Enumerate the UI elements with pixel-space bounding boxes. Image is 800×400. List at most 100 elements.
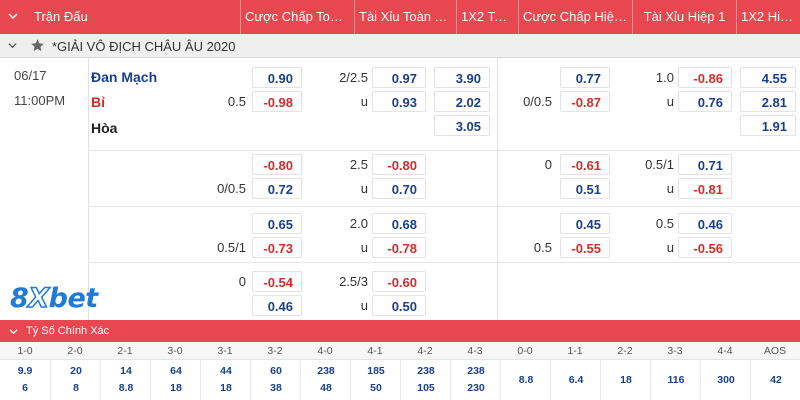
score-odds[interactable]: 6.4: [568, 374, 584, 386]
score-label: 4-4: [717, 345, 733, 357]
correct-score-title: Tỷ Số Chính Xác: [26, 325, 110, 337]
odds-cell[interactable]: -0.80: [372, 154, 426, 175]
hdp-line: 0/0.5: [523, 94, 552, 109]
odds-cell[interactable]: 0.45: [560, 213, 610, 234]
hdp-line: 0: [238, 274, 246, 289]
score-odds[interactable]: 238: [467, 365, 485, 377]
score-odds[interactable]: 9.9: [17, 365, 33, 377]
odds-cell[interactable]: 0.50: [372, 295, 426, 316]
score-odds[interactable]: 38: [270, 382, 282, 394]
odds-table: 06/17 11:00PM Đan Mạch Bỉ Hòa 0.90 2/2.5…: [0, 58, 800, 320]
ou-line: 2.5: [349, 157, 368, 172]
star-icon[interactable]: [30, 38, 45, 53]
score-odds[interactable]: 238: [317, 365, 335, 377]
score-odds[interactable]: 48: [320, 382, 332, 394]
score-odds[interactable]: 300: [717, 374, 735, 386]
odds-cell[interactable]: 0.70: [372, 178, 426, 199]
odds-cell[interactable]: 1.91: [740, 115, 796, 136]
odds-cell[interactable]: 0.68: [372, 213, 426, 234]
odds-cell[interactable]: 0.46: [252, 295, 302, 316]
score-odds[interactable]: 8.8: [518, 374, 534, 386]
score-column: 42: [750, 360, 800, 400]
odds-cell[interactable]: -0.60: [372, 271, 426, 292]
header-h1-overunder[interactable]: Tài Xỉu Hiệp 1: [632, 0, 736, 34]
odds-cell[interactable]: -0.98: [252, 91, 302, 112]
header-ft-overunder[interactable]: Tài Xỉu Toàn Trận: [354, 0, 456, 34]
header-ft-1x2[interactable]: 1X2 Toàn Trận: [456, 0, 518, 34]
ou-line: u: [666, 181, 674, 196]
odds-cell[interactable]: -0.61: [560, 154, 610, 175]
odds-cell[interactable]: 0.65: [252, 213, 302, 234]
odds-cell[interactable]: -0.80: [252, 154, 302, 175]
score-odds[interactable]: 20: [70, 365, 82, 377]
odds-cell[interactable]: -0.81: [678, 178, 732, 199]
odds-cell[interactable]: 0.77: [560, 67, 610, 88]
ou-line: u: [666, 94, 674, 109]
score-column: 9.9 6: [0, 360, 50, 400]
score-odds[interactable]: 60: [270, 365, 282, 377]
ou-line: 0.5/1: [645, 157, 674, 172]
odds-cell[interactable]: 0.72: [252, 178, 302, 199]
odds-cell[interactable]: 0.46: [678, 213, 732, 234]
score-odds[interactable]: 8: [73, 382, 79, 394]
score-odds[interactable]: 50: [370, 382, 382, 394]
score-label: 3-0: [167, 345, 183, 357]
odds-cell[interactable]: 2.81: [740, 91, 796, 112]
score-odds[interactable]: 44: [220, 365, 232, 377]
odds-cell[interactable]: -0.54: [252, 271, 302, 292]
odds-cell[interactable]: 0.71: [678, 154, 732, 175]
home-team[interactable]: Đan Mạch: [91, 69, 158, 85]
score-odds[interactable]: 64: [170, 365, 182, 377]
score-column: 238 105: [400, 360, 450, 400]
ou-line: 2/2.5: [339, 70, 368, 85]
league-row[interactable]: *GIẢI VÔ ĐỊCH CHÂU ÂU 2020: [0, 34, 800, 58]
correct-score-labels: 1-0 2-0 2-1 3-0 3-1 3-2 4-0 4-1 4-2 4-3 …: [0, 342, 800, 360]
odds-cell[interactable]: -0.73: [252, 237, 302, 258]
odds-cell[interactable]: -0.78: [372, 237, 426, 258]
ou-line: 0.5: [655, 216, 674, 231]
chevron-down-icon[interactable]: [8, 11, 18, 21]
chevron-down-icon[interactable]: [9, 327, 18, 336]
score-label: 4-0: [317, 345, 333, 357]
ou-line: 1.0: [655, 70, 674, 85]
correct-score-header[interactable]: Tỷ Số Chính Xác: [0, 320, 800, 342]
score-odds[interactable]: 18: [220, 382, 232, 394]
match-date: 06/17: [14, 68, 47, 83]
score-odds[interactable]: 18: [170, 382, 182, 394]
chevron-down-icon[interactable]: [8, 41, 17, 50]
odds-cell[interactable]: -0.56: [678, 237, 732, 258]
odds-cell[interactable]: 3.05: [434, 115, 490, 136]
score-odds[interactable]: 18: [620, 374, 632, 386]
odds-cell[interactable]: -0.55: [560, 237, 610, 258]
score-odds[interactable]: 14: [120, 365, 132, 377]
score-label: 2-2: [617, 345, 633, 357]
odds-cell[interactable]: -0.86: [678, 67, 732, 88]
odds-cell[interactable]: 2.02: [434, 91, 490, 112]
score-label: 3-3: [667, 345, 683, 357]
ou-line: 2.5/3: [339, 274, 368, 289]
match-time: 11:00PM: [14, 93, 66, 108]
score-odds[interactable]: 8.8: [118, 382, 134, 394]
odds-cell[interactable]: 0.90: [252, 67, 302, 88]
score-odds[interactable]: 42: [770, 374, 782, 386]
score-odds[interactable]: 238: [417, 365, 435, 377]
score-odds[interactable]: 185: [367, 365, 385, 377]
ou-line: u: [360, 298, 368, 313]
score-odds[interactable]: 230: [467, 382, 485, 394]
score-odds[interactable]: 105: [417, 382, 435, 394]
odds-cell[interactable]: 3.90: [434, 67, 490, 88]
odds-cell[interactable]: -0.87: [560, 91, 610, 112]
score-odds[interactable]: 6: [22, 382, 28, 394]
odds-cell[interactable]: 0.97: [372, 67, 426, 88]
odds-cell[interactable]: 0.51: [560, 178, 610, 199]
odds-cell[interactable]: 0.93: [372, 91, 426, 112]
away-team[interactable]: Bỉ: [91, 94, 105, 110]
score-odds[interactable]: 116: [667, 374, 685, 386]
header-ft-handicap[interactable]: Cược Chấp Toàn Trận: [240, 0, 354, 34]
hdp-line: 0/0.5: [217, 181, 246, 196]
score-column: 300: [700, 360, 750, 400]
header-h1-1x2[interactable]: 1X2 Hiệp 1: [736, 0, 800, 34]
odds-cell[interactable]: 4.55: [740, 67, 796, 88]
odds-cell[interactable]: 0.76: [678, 91, 732, 112]
header-h1-handicap[interactable]: Cược Chấp Hiệp 1: [518, 0, 632, 34]
